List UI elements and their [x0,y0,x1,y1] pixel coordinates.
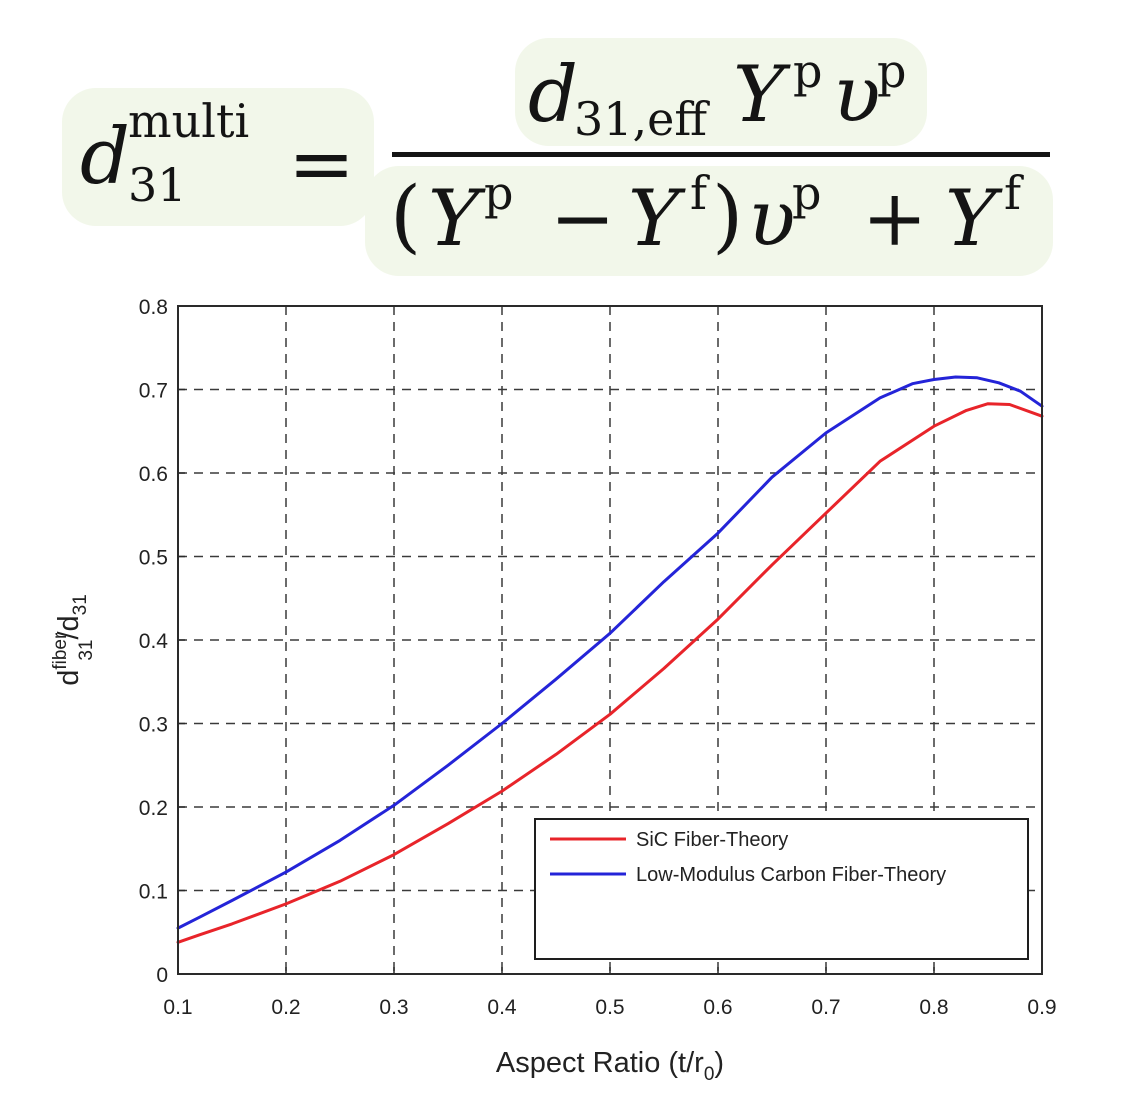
formula: d multi 31 = d 31,eff Y p υ p ( Y p − Y … [0,0,1125,285]
y-tick-label: 0.5 [139,547,168,570]
formula-fraction-bar [392,152,1050,157]
line-chart: 0.1 0.2 0.3 0.4 0.5 0.6 0.7 0.8 0.9 0 0.1 0.2 0.3 0.… [0,285,1125,1096]
x-axis-label: Aspect Ratio (t/r0) [496,1047,724,1085]
formula-highlight [365,166,1053,276]
y-tick-label: 0 [156,964,168,987]
y-tick-label: 0.6 [139,463,168,486]
legend: SiC Fiber-Theory Low-Modulus Carbon Fibe… [534,818,1029,960]
formula-num-Y-sup: p [793,44,823,98]
formula-num-d: d [528,50,578,140]
x-tick-labels: 0.1 0.2 0.3 0.4 0.5 0.6 0.7 0.8 0.9 [163,996,1056,1019]
formula-highlight [515,38,927,146]
formula-equals: = [288,117,356,210]
x-tick-label: 0.1 [163,996,192,1019]
y-tick-label: 0.1 [139,881,168,904]
formula-lhs-sup: multi [128,94,250,148]
legend-label-sic: SiC Fiber-Theory [636,829,788,851]
formula-den-minus: − [550,174,616,264]
x-tick-label: 0.8 [919,996,948,1019]
y-tick-label: 0.8 [139,296,168,319]
formula-den-plus: + [862,174,928,264]
formula-num-Y: Y [733,50,785,140]
x-tick-label: 0.4 [487,996,517,1019]
y-tick-label: 0.2 [139,797,168,820]
y-tick-label: 0.4 [139,630,169,653]
x-tick-label: 0.7 [811,996,840,1019]
formula-num-v-sup: p [877,44,907,98]
y-tick-labels: 0 0.1 0.2 0.3 0.4 0.5 0.6 0.7 0.8 [139,296,169,987]
y-axis-label: dfiber 31/d31 [50,594,97,686]
formula-den-Y1-sup: p [484,166,514,220]
legend-label-carbon: Low-Modulus Carbon Fiber-Theory [636,864,946,886]
series-line-0 [176,402,1044,944]
formula-den-Y2: Y [628,174,680,264]
tick-marks [177,305,1043,975]
formula-den-Y1: Y [428,174,480,264]
formula-lhs-sub: 31 [128,158,187,212]
formula-den-v: υ [748,174,796,264]
formula-num-d-sub: 31,eff [574,92,708,146]
series-line-1 [176,375,1044,930]
formula-den-close: ) [712,169,744,262]
y-tick-label: 0.7 [139,380,168,403]
series-lines [176,375,1044,944]
x-tick-label: 0.3 [379,996,408,1019]
legend-box [534,818,1029,960]
formula-den-Y3: Y [945,174,997,264]
formula-den-Y3-sup: f [1004,166,1022,220]
y-tick-label: 0.3 [139,714,168,737]
formula-den-v-sup: p [792,166,822,220]
formula-lhs-d: d [80,112,130,202]
formula-den-Y2-sup: f [690,166,708,220]
x-tick-label: 0.6 [703,996,732,1019]
x-tick-label: 0.5 [595,996,624,1019]
chart-svg: 0.1 0.2 0.3 0.4 0.5 0.6 0.7 0.8 0.9 00.10.20.30.… [50,296,1057,1085]
x-tick-label: 0.2 [271,996,300,1019]
formula-num-v: υ [833,50,881,140]
formula-den-open: ( [390,169,422,262]
x-tick-label: 0.9 [1027,996,1056,1019]
formula-highlight [62,88,374,226]
